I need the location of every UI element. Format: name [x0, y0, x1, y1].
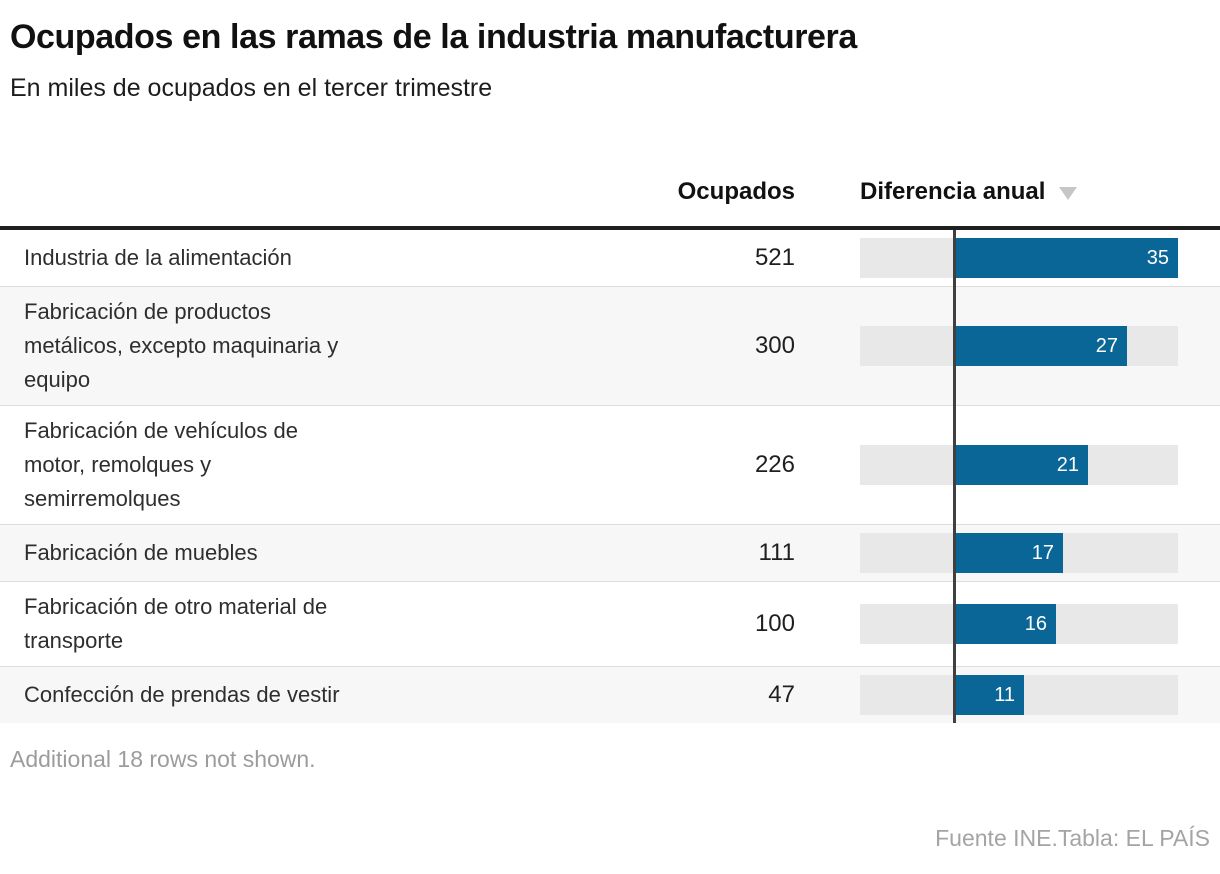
diff-bar: 17 — [954, 533, 1063, 573]
ocupados-value: 100 — [754, 610, 795, 637]
table-body: Industria de la alimentación 521 35 Fabr… — [0, 230, 1220, 723]
row-label: Fabricación de otro material de transpor… — [24, 594, 328, 653]
row-label: Confección de prendas de vestir — [24, 682, 340, 707]
column-header-diferencia-label: Diferencia anual — [860, 178, 1046, 205]
row-label: Industria de la alimentación — [24, 245, 292, 270]
diff-bar-value: 16 — [1024, 613, 1047, 635]
table-row: Fabricación de productos metálicos, exce… — [0, 286, 1220, 405]
rows-not-shown-note: Additional 18 rows not shown. — [10, 746, 316, 772]
table-row: Confección de prendas de vestir 47 11 — [0, 666, 1220, 723]
ocupados-value: 521 — [754, 244, 795, 271]
table-row: Fabricación de muebles 111 17 — [0, 524, 1220, 581]
diff-bar-value: 27 — [1095, 335, 1118, 357]
column-header-diferencia[interactable]: Diferencia anual — [860, 178, 1178, 206]
diff-bar: 21 — [954, 445, 1088, 485]
ocupados-value: 111 — [758, 539, 795, 566]
diff-bar: 11 — [954, 675, 1024, 715]
diff-bar-track: 16 — [860, 604, 1178, 644]
diff-bar-value: 17 — [1031, 542, 1054, 564]
diff-bar-track: 21 — [860, 445, 1178, 485]
row-label: Fabricación de muebles — [24, 540, 258, 565]
diff-bar-value: 35 — [1146, 247, 1169, 269]
table-row: Fabricación de otro material de transpor… — [0, 581, 1220, 666]
table-header: Ocupados Diferencia anual — [0, 178, 1220, 230]
chart-subtitle: En miles de ocupados en el tercer trimes… — [10, 74, 493, 102]
ocupados-value: 226 — [754, 451, 795, 478]
ocupados-value: 47 — [768, 681, 795, 708]
diff-bar-value: 21 — [1056, 454, 1079, 476]
column-header-ocupados[interactable]: Ocupados — [677, 178, 795, 205]
row-label: Fabricación de vehículos de motor, remol… — [24, 418, 298, 511]
diff-bar-track: 11 — [860, 675, 1178, 715]
diff-bar-track: 17 — [860, 533, 1178, 573]
chart-card: Ocupados en las ramas de la industria ma… — [0, 16, 1220, 874]
diff-bar-value: 11 — [994, 684, 1015, 706]
diff-bar-track: 27 — [860, 326, 1178, 366]
row-label: Fabricación de productos metálicos, exce… — [24, 299, 339, 392]
ocupados-value: 300 — [754, 332, 795, 359]
table-row: Industria de la alimentación 521 35 — [0, 230, 1220, 286]
diff-bar: 16 — [954, 604, 1056, 644]
source-credit: Fuente INE.Tabla: EL PAÍS — [935, 825, 1210, 851]
diff-bar: 35 — [954, 238, 1178, 278]
sort-desc-icon — [1059, 186, 1078, 200]
table-row: Fabricación de vehículos de motor, remol… — [0, 405, 1220, 524]
chart-title: Ocupados en las ramas de la industria ma… — [10, 18, 857, 56]
diff-bar-track: 35 — [860, 238, 1178, 278]
diff-bar: 27 — [954, 326, 1127, 366]
